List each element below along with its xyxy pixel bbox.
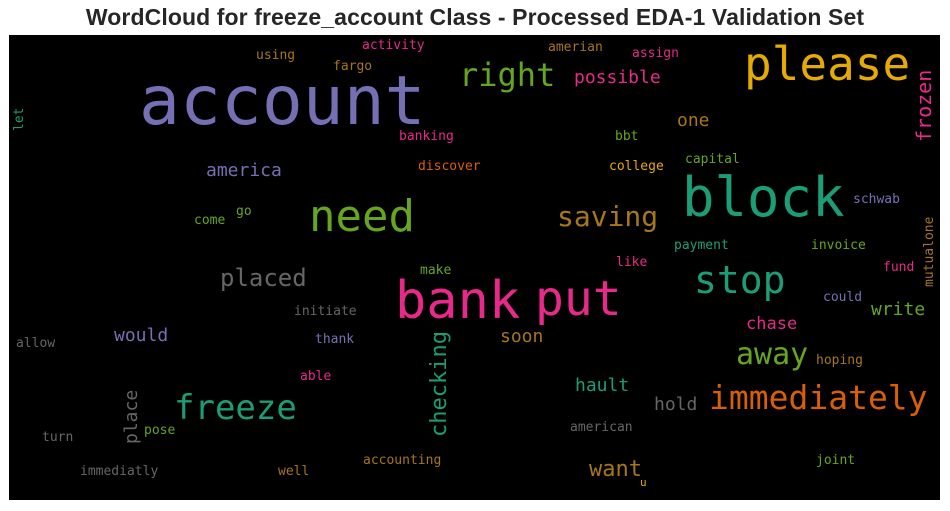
word: put <box>535 271 622 327</box>
word: fund <box>883 260 915 275</box>
word: hault <box>575 375 630 396</box>
word: freeze <box>174 388 297 428</box>
word: possible <box>574 67 661 88</box>
chart-title: WordCloud for freeze_account Class - Pro… <box>85 4 865 30</box>
word: well <box>278 464 310 479</box>
word: allow <box>16 336 56 351</box>
word: please <box>744 37 911 91</box>
word: hoping <box>816 353 863 368</box>
word: able <box>300 369 332 384</box>
word: immediatly <box>80 464 159 479</box>
word: turn <box>42 430 74 445</box>
word: account <box>139 62 426 141</box>
word: write <box>871 299 926 320</box>
word: u <box>640 476 647 489</box>
word: accounting <box>363 453 442 468</box>
word: let <box>12 107 27 131</box>
word: pose <box>144 423 176 438</box>
word: away <box>736 337 809 372</box>
word: mutualone <box>922 216 937 287</box>
word: need <box>309 191 415 242</box>
word: using <box>256 48 296 63</box>
word: stop <box>694 258 786 302</box>
word: immediately <box>709 378 928 417</box>
word: capital <box>685 152 740 167</box>
word: america <box>206 160 282 181</box>
word: joint <box>816 453 856 468</box>
word: payment <box>674 238 729 253</box>
word: would <box>114 325 169 346</box>
word: block <box>682 166 845 229</box>
word: assign <box>632 46 679 61</box>
word: come <box>194 213 226 228</box>
word-cloud: account please block bank put need stop … <box>9 35 940 500</box>
word: saving <box>557 200 659 233</box>
word: placed <box>220 264 307 292</box>
word: hold <box>654 394 698 415</box>
word: initiate <box>294 304 357 319</box>
word: bank <box>395 271 521 331</box>
word: chase <box>746 314 798 334</box>
word: bbt <box>615 129 639 144</box>
word: college <box>609 159 664 174</box>
word: discover <box>418 159 481 174</box>
word: make <box>420 263 452 278</box>
word: go <box>236 204 252 219</box>
word: activity <box>362 38 425 53</box>
word: frozen <box>912 69 936 142</box>
word: one <box>677 110 710 131</box>
word: checking <box>427 331 452 437</box>
word: thank <box>315 332 355 347</box>
word: amerian <box>548 40 603 55</box>
word: want <box>589 457 642 482</box>
word: fargo <box>333 59 373 74</box>
word: schwab <box>853 192 900 207</box>
word: place <box>121 389 142 444</box>
word: soon <box>500 326 544 347</box>
word: american <box>570 420 633 435</box>
word: invoice <box>811 238 866 253</box>
word: could <box>823 290 863 305</box>
word: like <box>616 255 648 270</box>
word: right <box>459 56 556 94</box>
word: banking <box>399 129 454 144</box>
